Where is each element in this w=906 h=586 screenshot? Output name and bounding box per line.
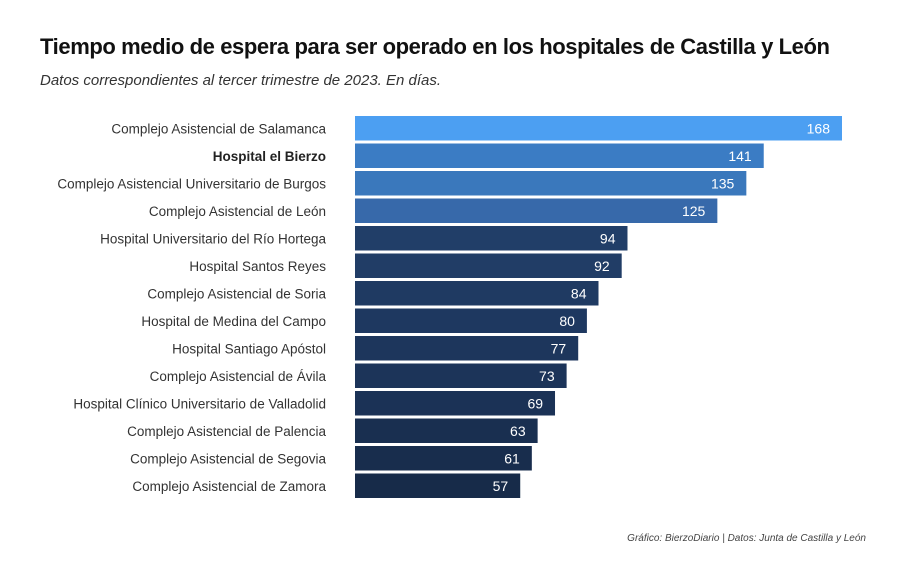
bar xyxy=(355,418,538,443)
category-label: Complejo Asistencial Universitario de Bu… xyxy=(57,176,326,191)
category-label: Complejo Asistencial de Ávila xyxy=(150,369,327,384)
category-label: Hospital el Bierzo xyxy=(213,149,326,164)
chart-subtitle: Datos correspondientes al tercer trimest… xyxy=(40,72,442,89)
category-label: Complejo Asistencial de Palencia xyxy=(127,424,326,439)
bar-value-label: 84 xyxy=(571,285,587,301)
bar-value-label: 57 xyxy=(493,478,509,494)
bar xyxy=(355,336,579,361)
bar-value-label: 92 xyxy=(594,258,610,274)
bar-value-label: 94 xyxy=(600,230,616,246)
category-label: Complejo Asistencial de León xyxy=(149,204,326,219)
bar xyxy=(355,473,521,498)
bar-value-label: 69 xyxy=(527,395,543,411)
category-label: Hospital Universitario del Río Hortega xyxy=(100,231,326,246)
category-label: Hospital Santos Reyes xyxy=(189,259,326,274)
bar xyxy=(355,281,599,306)
bar-value-label: 125 xyxy=(682,203,706,219)
bar-value-label: 168 xyxy=(807,120,831,136)
bar-value-label: 80 xyxy=(559,313,575,329)
bar xyxy=(355,116,842,141)
bar xyxy=(355,363,567,388)
category-label: Complejo Asistencial de Soria xyxy=(147,286,326,301)
category-label: Complejo Asistencial de Zamora xyxy=(132,479,326,494)
bar xyxy=(355,446,532,471)
bar xyxy=(355,143,764,168)
bar xyxy=(355,308,587,333)
category-label: Complejo Asistencial de Segovia xyxy=(130,451,326,466)
bar-value-label: 77 xyxy=(551,340,567,356)
bar xyxy=(355,253,622,278)
chart-title: Tiempo medio de espera para ser operado … xyxy=(40,34,830,59)
bar-value-label: 135 xyxy=(711,175,735,191)
category-label: Hospital de Medina del Campo xyxy=(141,314,326,329)
bar xyxy=(355,198,718,223)
category-label: Hospital Santiago Apóstol xyxy=(172,341,326,356)
category-label: Complejo Asistencial de Salamanca xyxy=(111,121,326,136)
bar-value-label: 63 xyxy=(510,423,526,439)
category-labels-layer: Complejo Asistencial de Salamanca Hospita… xyxy=(57,121,326,494)
category-label: Hospital Clínico Universitario de Vallad… xyxy=(73,396,326,411)
bar-value-label: 61 xyxy=(504,450,520,466)
bars-layer xyxy=(355,116,842,498)
chart-source-caption: Gráfico: BierzoDiario | Datos: Junta de … xyxy=(627,533,866,544)
bar xyxy=(355,391,556,416)
bar-value-label: 73 xyxy=(539,368,555,384)
bar xyxy=(355,171,747,196)
bar xyxy=(355,226,628,251)
bar-value-label: 141 xyxy=(728,148,752,164)
